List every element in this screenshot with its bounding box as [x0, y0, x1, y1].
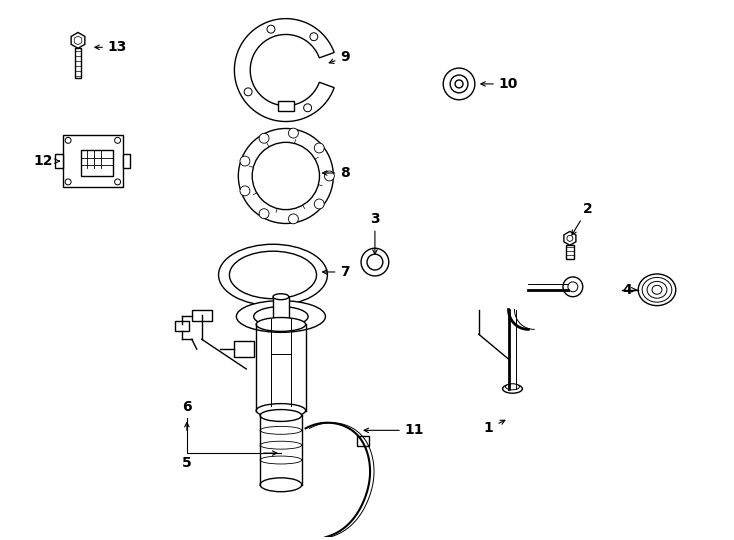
Text: 5: 5: [182, 456, 192, 470]
Circle shape: [324, 171, 335, 181]
Circle shape: [304, 104, 311, 112]
Circle shape: [267, 25, 275, 33]
Circle shape: [314, 199, 324, 209]
Circle shape: [367, 254, 383, 270]
Circle shape: [240, 156, 250, 166]
Text: 6: 6: [182, 400, 192, 414]
Bar: [192, 309, 211, 321]
Ellipse shape: [260, 409, 302, 421]
Polygon shape: [564, 232, 576, 245]
Circle shape: [239, 129, 333, 224]
Circle shape: [288, 128, 298, 138]
Circle shape: [288, 214, 298, 224]
Bar: [357, 436, 369, 446]
Circle shape: [455, 80, 463, 88]
Bar: [63, 136, 123, 187]
Ellipse shape: [506, 384, 520, 390]
Ellipse shape: [642, 278, 672, 302]
Polygon shape: [71, 32, 85, 48]
Circle shape: [65, 179, 71, 185]
Circle shape: [310, 33, 318, 40]
Circle shape: [443, 68, 475, 100]
Ellipse shape: [273, 294, 288, 300]
Ellipse shape: [219, 244, 327, 306]
Bar: [278, 101, 294, 111]
Text: 8: 8: [322, 166, 350, 180]
Ellipse shape: [652, 285, 662, 294]
Circle shape: [450, 75, 468, 93]
Circle shape: [240, 186, 250, 196]
Polygon shape: [74, 36, 81, 45]
Circle shape: [568, 282, 578, 292]
Text: 9: 9: [330, 50, 350, 64]
Circle shape: [259, 209, 269, 219]
Text: 2: 2: [572, 201, 592, 235]
Ellipse shape: [256, 318, 305, 332]
Text: 3: 3: [370, 212, 379, 254]
Text: 13: 13: [95, 40, 127, 55]
Text: 12: 12: [34, 154, 59, 168]
Text: 4: 4: [622, 283, 636, 297]
Text: 11: 11: [364, 423, 424, 437]
Bar: [75, 48, 81, 78]
Bar: [273, 296, 288, 321]
Bar: [123, 154, 131, 168]
Circle shape: [65, 137, 71, 143]
Bar: [566, 245, 574, 259]
Ellipse shape: [260, 478, 302, 492]
Circle shape: [361, 248, 389, 276]
Ellipse shape: [638, 274, 676, 306]
Text: 1: 1: [484, 420, 505, 435]
Text: 10: 10: [481, 77, 518, 91]
Ellipse shape: [236, 301, 325, 332]
Ellipse shape: [256, 403, 305, 417]
Text: 7: 7: [322, 265, 350, 279]
Bar: [234, 341, 254, 357]
Circle shape: [252, 143, 319, 210]
Circle shape: [115, 137, 120, 143]
Polygon shape: [234, 18, 334, 122]
Circle shape: [259, 133, 269, 143]
Circle shape: [314, 143, 324, 153]
Circle shape: [567, 235, 573, 241]
Circle shape: [115, 179, 120, 185]
Bar: [55, 154, 63, 168]
Circle shape: [244, 88, 252, 96]
Ellipse shape: [503, 384, 523, 393]
Ellipse shape: [230, 251, 316, 299]
Bar: [175, 321, 189, 332]
Circle shape: [563, 277, 583, 296]
Bar: [81, 150, 112, 176]
Ellipse shape: [647, 281, 667, 298]
Ellipse shape: [254, 307, 308, 326]
